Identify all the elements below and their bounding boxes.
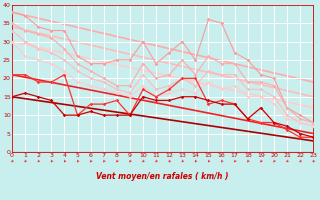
X-axis label: Vent moyen/en rafales ( km/h ): Vent moyen/en rafales ( km/h ) [96, 172, 229, 181]
